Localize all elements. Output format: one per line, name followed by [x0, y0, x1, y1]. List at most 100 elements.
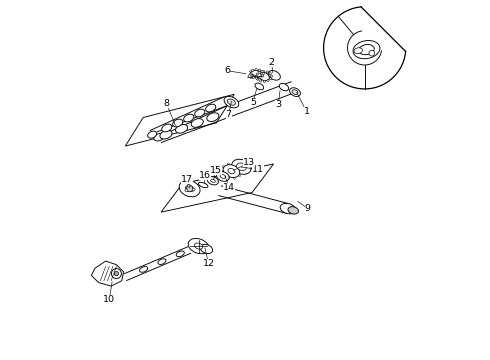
Text: 17: 17	[181, 175, 193, 184]
Text: 3: 3	[275, 100, 281, 109]
Ellipse shape	[147, 131, 157, 138]
Text: 7: 7	[225, 110, 232, 119]
Circle shape	[256, 77, 258, 79]
Ellipse shape	[160, 130, 172, 139]
Circle shape	[249, 71, 251, 73]
Circle shape	[227, 177, 229, 179]
Circle shape	[250, 75, 252, 77]
Text: 16: 16	[199, 171, 211, 180]
Circle shape	[111, 269, 122, 279]
Text: 6: 6	[224, 66, 230, 75]
Circle shape	[260, 80, 262, 82]
Circle shape	[256, 73, 258, 75]
Ellipse shape	[354, 48, 363, 54]
Text: 14: 14	[223, 183, 235, 192]
Ellipse shape	[206, 104, 216, 112]
Text: 11: 11	[252, 165, 264, 174]
Ellipse shape	[280, 203, 295, 214]
Polygon shape	[92, 261, 123, 286]
Circle shape	[227, 163, 229, 165]
Circle shape	[186, 185, 193, 192]
Ellipse shape	[172, 119, 183, 127]
Ellipse shape	[210, 179, 215, 182]
Circle shape	[267, 80, 269, 82]
Circle shape	[258, 69, 261, 71]
Circle shape	[222, 166, 224, 168]
Circle shape	[257, 78, 259, 80]
Text: 15: 15	[210, 166, 221, 175]
Circle shape	[222, 174, 224, 176]
Ellipse shape	[198, 183, 208, 188]
Text: 5: 5	[250, 98, 256, 107]
Text: 12: 12	[202, 260, 215, 269]
Ellipse shape	[188, 238, 209, 254]
Circle shape	[270, 78, 271, 80]
Ellipse shape	[179, 180, 200, 197]
Circle shape	[261, 71, 263, 73]
Text: 4: 4	[246, 72, 252, 81]
Ellipse shape	[353, 41, 380, 59]
Circle shape	[259, 71, 261, 73]
Circle shape	[233, 163, 236, 165]
Text: 13: 13	[243, 158, 255, 167]
Ellipse shape	[228, 168, 235, 174]
Ellipse shape	[158, 259, 166, 265]
Ellipse shape	[207, 113, 219, 121]
Ellipse shape	[154, 133, 165, 141]
Ellipse shape	[237, 163, 246, 171]
Circle shape	[248, 73, 251, 75]
Ellipse shape	[195, 109, 205, 117]
Circle shape	[261, 75, 264, 77]
Circle shape	[369, 50, 375, 56]
Ellipse shape	[176, 251, 184, 257]
Circle shape	[114, 271, 119, 276]
Text: 2: 2	[269, 58, 274, 67]
Ellipse shape	[252, 70, 261, 77]
Ellipse shape	[255, 83, 264, 90]
Circle shape	[188, 184, 190, 187]
Circle shape	[252, 77, 254, 79]
Ellipse shape	[268, 71, 280, 80]
Circle shape	[270, 75, 272, 77]
Ellipse shape	[200, 244, 213, 253]
Circle shape	[192, 188, 195, 191]
Ellipse shape	[220, 175, 225, 178]
Circle shape	[262, 73, 264, 75]
Ellipse shape	[224, 96, 239, 108]
Ellipse shape	[207, 176, 219, 185]
Text: 9: 9	[305, 204, 311, 213]
Ellipse shape	[217, 172, 229, 181]
Ellipse shape	[290, 88, 300, 96]
Ellipse shape	[288, 207, 298, 214]
Text: 1: 1	[303, 107, 310, 116]
Ellipse shape	[227, 99, 236, 105]
Circle shape	[241, 170, 243, 172]
Circle shape	[263, 80, 266, 82]
Ellipse shape	[223, 165, 240, 177]
Ellipse shape	[279, 84, 289, 91]
Circle shape	[259, 76, 261, 78]
Ellipse shape	[195, 243, 203, 249]
Circle shape	[269, 73, 271, 75]
Ellipse shape	[359, 45, 374, 55]
Circle shape	[255, 76, 258, 78]
Circle shape	[185, 189, 188, 192]
Circle shape	[255, 68, 257, 71]
Text: 8: 8	[163, 99, 170, 108]
Ellipse shape	[140, 266, 147, 272]
Circle shape	[239, 166, 241, 168]
Circle shape	[252, 69, 254, 71]
Ellipse shape	[232, 159, 251, 174]
Ellipse shape	[186, 185, 194, 192]
Text: 10: 10	[103, 295, 115, 304]
Ellipse shape	[191, 118, 203, 127]
Circle shape	[263, 70, 265, 72]
Ellipse shape	[175, 125, 188, 133]
Circle shape	[220, 170, 222, 172]
Circle shape	[239, 174, 241, 176]
Ellipse shape	[259, 72, 270, 81]
Ellipse shape	[184, 114, 194, 122]
Circle shape	[233, 177, 236, 179]
Ellipse shape	[162, 124, 172, 132]
Ellipse shape	[292, 90, 298, 95]
